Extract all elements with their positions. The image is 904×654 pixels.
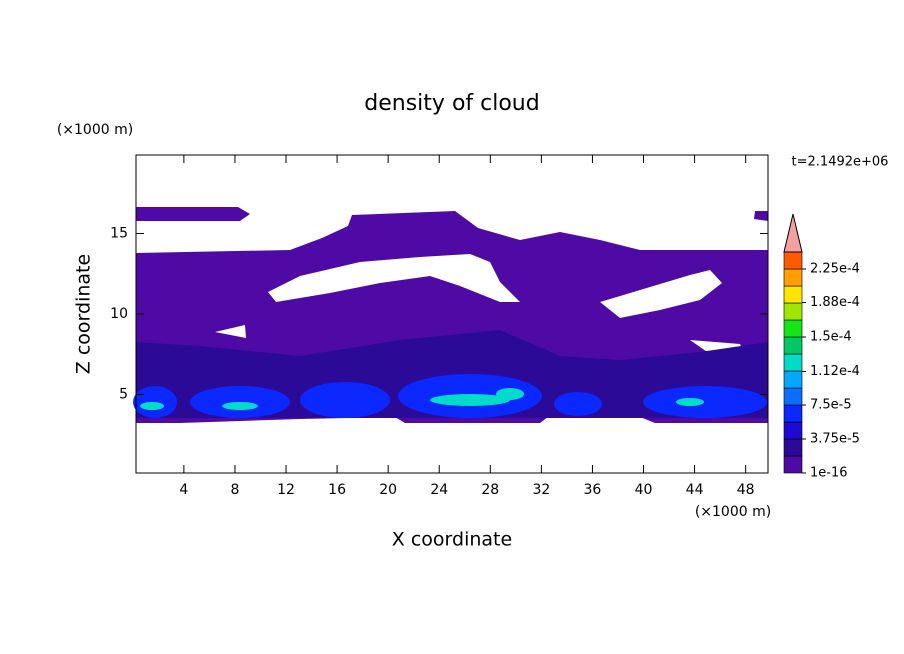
x-tick-label: 32 <box>532 482 550 498</box>
colorbar-label: 1.12e-4 <box>810 364 860 379</box>
contour-hole <box>215 325 246 338</box>
y-tick-label: 5 <box>119 387 128 403</box>
colorbar-band <box>783 285 803 304</box>
colorbar-band <box>783 438 803 457</box>
y-unit: (×1000 m) <box>57 122 133 138</box>
contour-region <box>496 388 524 400</box>
contour-region <box>754 211 768 221</box>
contour-region <box>300 382 390 418</box>
time-annotation: t=2.1492e+06 <box>792 155 889 170</box>
contour-region <box>554 392 602 416</box>
colorbar-label: 3.75e-5 <box>810 432 860 447</box>
contour-region <box>133 386 177 418</box>
x-tick-label: 16 <box>328 482 346 498</box>
colorbar-extend <box>783 213 803 253</box>
colorbar-band <box>783 370 803 389</box>
contour-region <box>643 386 767 418</box>
chart-title: density of cloud <box>364 91 539 116</box>
colorbar-band <box>783 455 803 474</box>
colorbar-band <box>783 319 803 338</box>
x-tick-label: 36 <box>584 482 602 498</box>
colorbar-band <box>783 353 803 372</box>
x-tick-label: 8 <box>230 482 239 498</box>
x-unit: (×1000 m) <box>695 504 771 520</box>
contour-region <box>676 398 704 406</box>
colorbar-band <box>783 251 803 270</box>
contour-region <box>136 207 250 221</box>
x-axis-label: X coordinate <box>392 529 512 551</box>
x-tick-label: 4 <box>179 482 188 498</box>
x-tick-label: 48 <box>737 482 755 498</box>
contour-region <box>430 394 510 406</box>
y-tick-label: 15 <box>110 225 128 241</box>
x-tick-label: 12 <box>277 482 295 498</box>
x-tick-label: 20 <box>379 482 397 498</box>
colorbar-band <box>783 336 803 355</box>
colorbar-band <box>783 387 803 406</box>
contour-hole <box>268 254 520 302</box>
colorbar-band <box>783 404 803 423</box>
contour-region <box>222 402 258 410</box>
colorbar-band <box>783 421 803 440</box>
x-tick-label: 40 <box>635 482 653 498</box>
colorbar-band <box>783 302 803 321</box>
colorbar-label: 1.88e-4 <box>810 295 860 310</box>
colorbar-label: 1e-16 <box>810 466 848 481</box>
x-tick-label: 44 <box>686 482 704 498</box>
colorbar-band <box>783 268 803 287</box>
x-tick-label: 24 <box>430 482 448 498</box>
contour-region <box>136 330 768 418</box>
colorbar-label: 7.5e-5 <box>810 398 852 413</box>
y-tick-label: 10 <box>110 306 128 322</box>
x-tick-label: 28 <box>481 482 499 498</box>
contour-field <box>133 207 768 423</box>
colorbar-label: 2.25e-4 <box>810 262 860 277</box>
colorbar-label: 1.5e-4 <box>810 330 852 345</box>
y-axis-label: Z coordinate <box>73 254 95 374</box>
contour-region <box>140 402 164 410</box>
contour-hole <box>600 270 722 318</box>
